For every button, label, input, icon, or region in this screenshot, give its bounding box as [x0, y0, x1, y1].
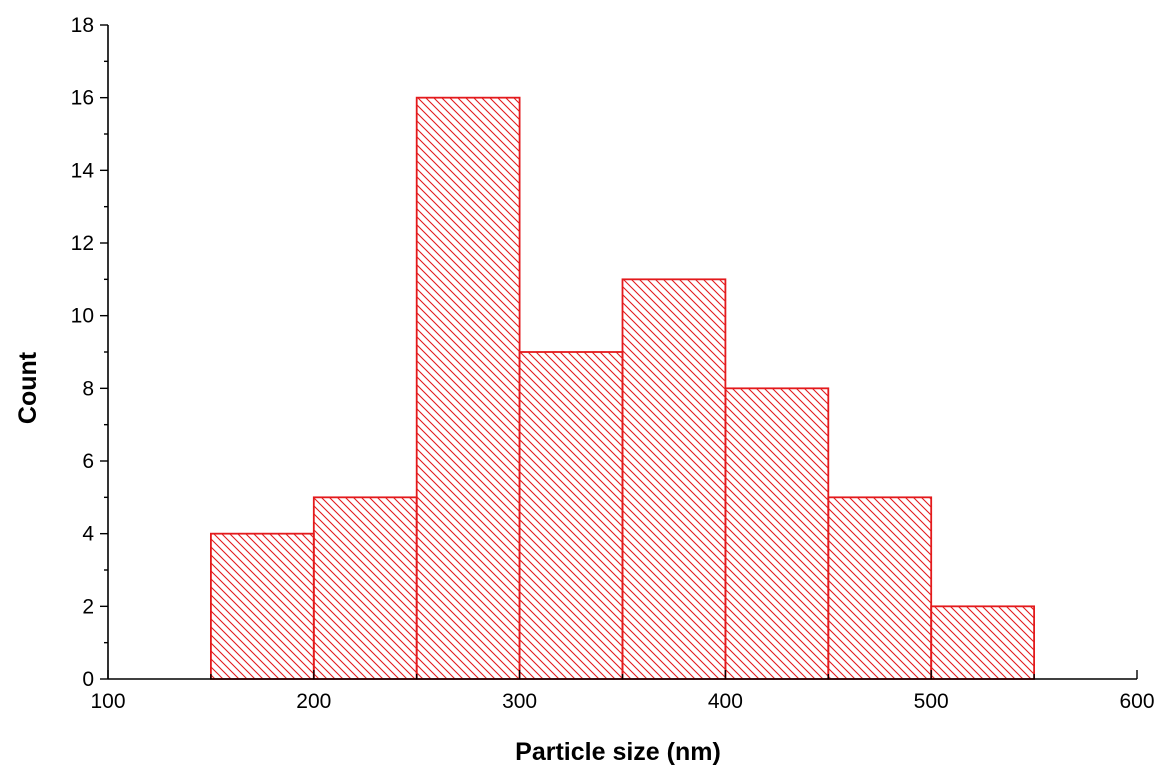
x-tick-label: 100 [90, 690, 125, 713]
x-tick-label: 600 [1119, 690, 1154, 713]
x-axis-title: Particle size (nm) [515, 738, 721, 766]
y-tick-label: 16 [71, 87, 94, 110]
histogram-bar-400-450 [724, 387, 830, 680]
x-tick-label: 300 [502, 690, 537, 713]
histogram-bar-350-400 [621, 278, 727, 680]
y-tick-label: 14 [71, 159, 95, 182]
y-tick-label: 6 [82, 450, 94, 473]
histogram-bar-150-200 [209, 532, 315, 680]
histogram-bar-450-500 [827, 496, 933, 680]
y-tick-label: 8 [82, 377, 94, 400]
histogram-bar-300-350 [518, 351, 624, 680]
histogram-bars [209, 96, 1036, 680]
histogram-bar-250-300 [415, 96, 521, 680]
y-tick-label: 10 [71, 305, 94, 328]
y-tick-label: 18 [71, 14, 94, 37]
x-tick-label: 400 [708, 690, 743, 713]
y-axis-title: Count [14, 351, 42, 424]
x-axis-ticks: 100 200 300 400 500 600 [90, 670, 1155, 713]
y-tick-label: 0 [82, 668, 94, 691]
y-tick-label: 4 [82, 523, 94, 546]
y-tick-label: 12 [71, 232, 94, 255]
x-tick-label: 500 [914, 690, 949, 713]
y-axis-ticks: 0 2 4 6 8 10 12 14 16 18 [71, 14, 108, 691]
histogram-bar-200-250 [312, 496, 418, 680]
histogram-bar-500-550 [930, 605, 1036, 680]
x-tick-label: 200 [296, 690, 331, 713]
y-tick-label: 2 [82, 595, 94, 618]
